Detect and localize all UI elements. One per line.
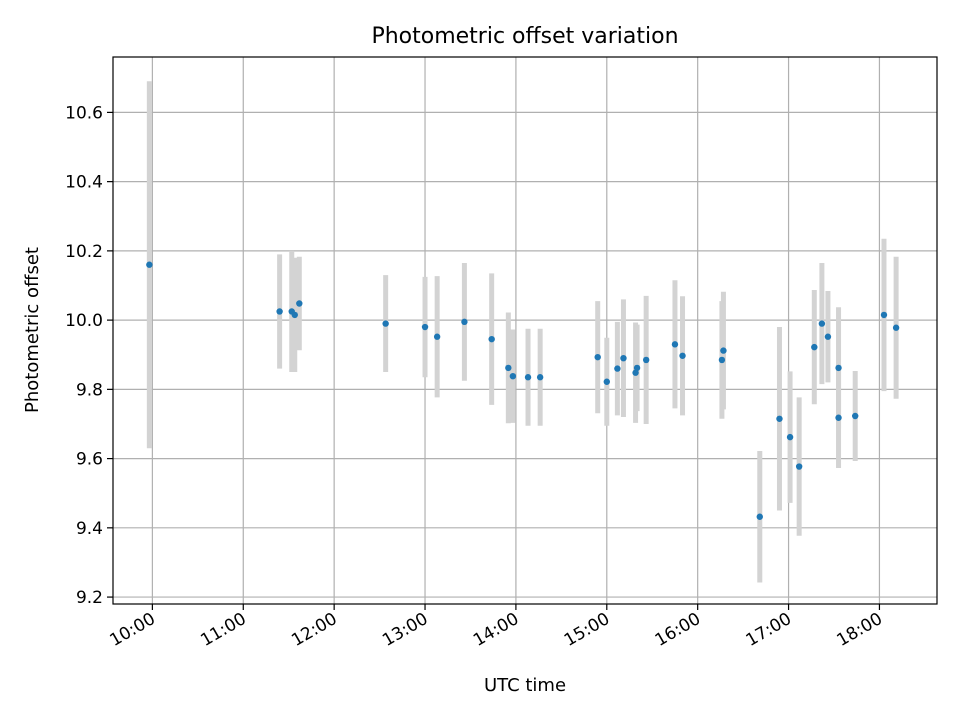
x-axis-label: UTC time	[484, 675, 566, 696]
data-point	[835, 414, 842, 421]
data-point	[421, 323, 429, 331]
data-point	[614, 365, 621, 372]
y-tick-label: 10.2	[65, 242, 103, 262]
data-point	[835, 364, 842, 372]
y-tick-label: 9.4	[76, 519, 103, 539]
data-point	[524, 374, 532, 381]
data-point	[505, 364, 512, 372]
data-points	[146, 261, 900, 520]
y-tick-label: 10.0	[65, 311, 103, 331]
data-point	[536, 374, 544, 381]
data-point	[795, 463, 803, 470]
data-point	[291, 311, 298, 319]
data-point	[509, 372, 517, 380]
data-point	[720, 347, 727, 354]
data-point	[296, 300, 303, 307]
data-point	[276, 308, 283, 315]
plot-frame	[112, 56, 938, 605]
chart-title: Photometric offset variation	[371, 24, 678, 49]
data-point	[488, 335, 495, 343]
data-point	[382, 320, 389, 327]
data-point	[603, 378, 610, 385]
data-point	[632, 369, 639, 376]
data-point	[776, 415, 783, 422]
data-point	[633, 364, 641, 372]
data-point	[594, 353, 601, 361]
data-point	[461, 318, 468, 326]
data-point	[642, 356, 650, 364]
y-tick-label: 9.8	[76, 380, 103, 400]
data-point	[852, 412, 859, 420]
data-point	[824, 333, 832, 340]
data-point	[679, 352, 686, 359]
y-tick-label: 10.6	[65, 103, 103, 123]
data-point	[433, 333, 441, 340]
data-point	[811, 343, 818, 351]
y-axis-label: Photometric offset	[22, 247, 43, 413]
data-point	[756, 513, 763, 520]
data-point	[146, 261, 153, 268]
data-point	[880, 311, 888, 319]
y-tick-label: 9.6	[76, 450, 103, 470]
y-tick-label: 10.4	[65, 173, 103, 193]
data-point	[786, 433, 794, 441]
data-point	[892, 324, 900, 331]
data-point	[671, 341, 679, 348]
y-tick-label: 9.2	[76, 588, 103, 608]
data-point	[818, 320, 826, 327]
data-point	[718, 356, 726, 364]
y-axis-ticks: 9.2 9.4 9.6 9.8 10.0 10.2 10.4 10.6	[65, 103, 113, 608]
data-point	[620, 354, 627, 362]
